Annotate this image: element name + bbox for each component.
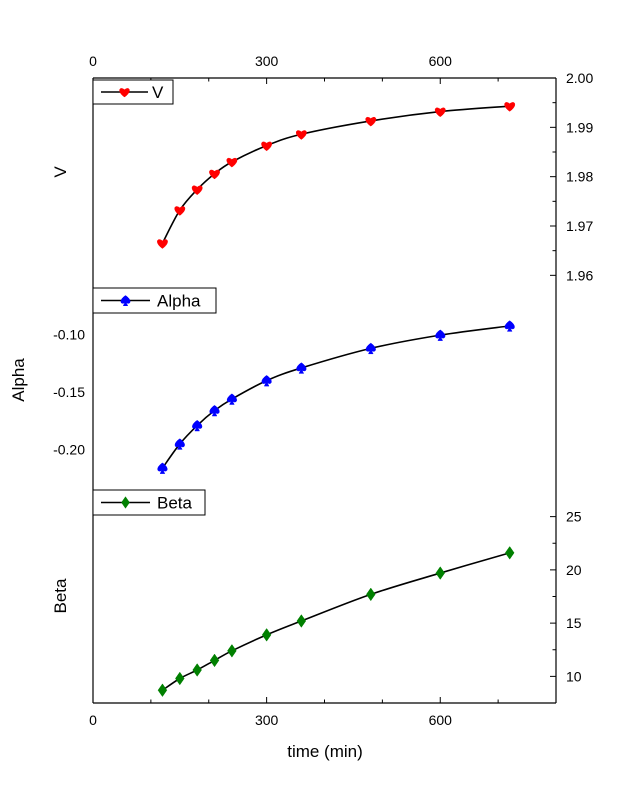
- data-point: [434, 107, 446, 118]
- x-tick-label-bottom: 0: [89, 712, 97, 728]
- fit-curve: [161, 325, 510, 469]
- data-point: [504, 320, 515, 332]
- y-tick-label: 1.98: [566, 169, 593, 185]
- data-point: [226, 157, 238, 168]
- data-point: [209, 405, 220, 417]
- data-point: [365, 116, 377, 127]
- legends: V Alpha Beta: [92, 79, 217, 516]
- x-tick-label-bottom: 600: [429, 712, 453, 728]
- data-point: [157, 239, 168, 249]
- y-tick-label: 10: [566, 668, 582, 684]
- data-point: [192, 663, 202, 677]
- data-point: [175, 671, 185, 686]
- legend-marker: [120, 295, 131, 306]
- y-tick-label: 1.99: [566, 119, 593, 135]
- data-point: [157, 462, 168, 474]
- data-point: [296, 362, 307, 374]
- y-tick-label: -0.10: [53, 327, 85, 343]
- data-point: [504, 546, 515, 560]
- frame-lines: [92, 77, 557, 704]
- data-point: [192, 420, 203, 432]
- data-point: [157, 683, 168, 697]
- data-markers: [157, 102, 516, 697]
- x-tick-label-top: 600: [429, 53, 453, 69]
- y-tick-label: 1.96: [566, 267, 593, 283]
- data-point: [261, 628, 272, 642]
- y-tick-label: 1.97: [566, 218, 593, 234]
- alpha-axis-title: Alpha: [9, 358, 28, 402]
- v-axis-title: V: [51, 166, 70, 178]
- legend-label: Alpha: [157, 292, 201, 311]
- x-tick-label-bottom: 300: [255, 712, 279, 728]
- beta-axis-title: Beta: [51, 578, 70, 614]
- x-axis-title: time (min): [287, 742, 363, 761]
- fit-curve: [162, 552, 510, 691]
- data-point: [209, 169, 220, 180]
- x-tick-label-top: 300: [255, 53, 279, 69]
- data-point: [227, 644, 237, 658]
- axis-labels: time (min) V Alpha Beta: [9, 166, 363, 761]
- y-tick-label: 15: [566, 615, 582, 631]
- legend-label: Beta: [157, 494, 193, 513]
- data-point: [366, 587, 376, 602]
- y-tick-label: -0.15: [53, 384, 85, 400]
- legend-marker: [119, 88, 130, 98]
- data-point: [296, 130, 307, 140]
- data-point: [435, 329, 446, 341]
- data-point: [261, 141, 272, 152]
- data-point: [435, 566, 445, 580]
- data-point: [209, 653, 220, 668]
- fit-curves: [161, 105, 510, 691]
- data-point: [296, 614, 307, 628]
- data-point: [174, 206, 186, 216]
- y-tick-label: 2.00: [566, 70, 593, 86]
- fit-curve: [161, 105, 510, 244]
- y-tick-label: 20: [566, 562, 582, 578]
- data-point: [226, 393, 237, 405]
- data-point: [261, 375, 272, 387]
- y-tick-label: 25: [566, 509, 582, 525]
- data-point: [365, 342, 376, 355]
- data-point: [191, 185, 203, 195]
- axis-ticks: 0 300 600 0 300 600 1.96 1.97 1.98 1.99 2.00 -0.10 -…: [53, 53, 593, 728]
- y-tick-label: -0.20: [53, 442, 85, 458]
- legend-marker: [121, 496, 130, 509]
- legend-label: V: [152, 83, 164, 102]
- data-point: [504, 102, 516, 112]
- x-tick-label-top: 0: [89, 53, 97, 69]
- data-point: [174, 438, 185, 450]
